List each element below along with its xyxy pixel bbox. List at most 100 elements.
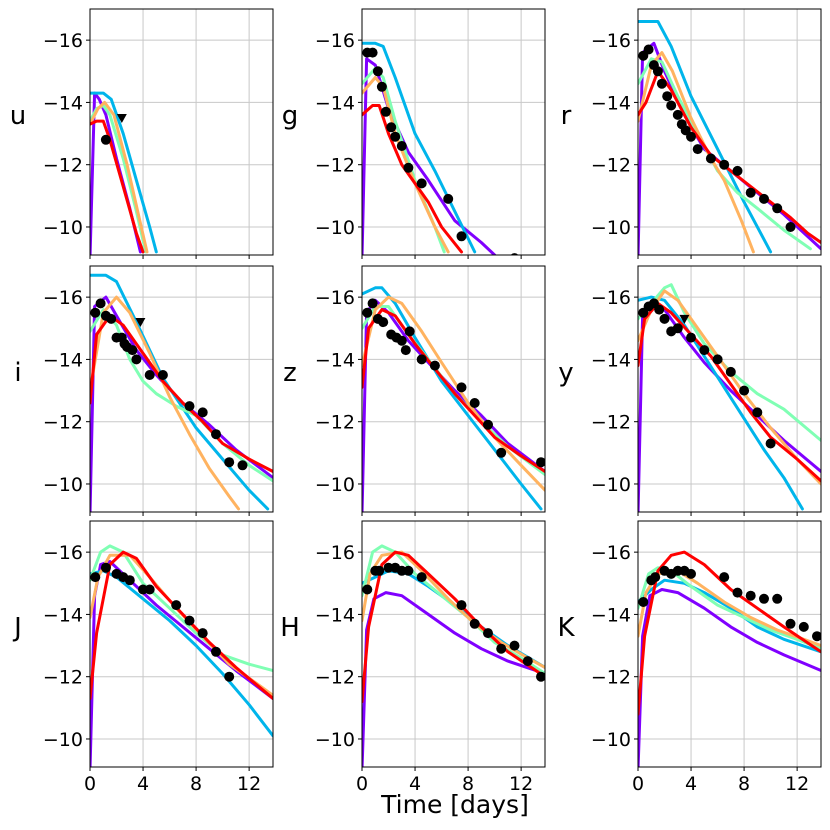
y-tick-label: −14 [591,604,631,626]
x-tick-label: 4 [137,773,149,795]
data-point [732,165,743,176]
band-label: g [282,101,299,131]
data-point [197,628,208,639]
data-point [732,587,743,598]
data-point [712,354,723,365]
model-curve [90,314,273,473]
data-point [483,628,493,639]
data-point [785,222,796,232]
model-curve [90,273,270,511]
y-tick-label: −14 [43,604,83,626]
data-point [785,618,796,629]
data-point [469,618,480,629]
panel-y: −16 −14 −12 −10 y [558,265,822,516]
y-tick-label: −10 [591,217,631,239]
observations [100,113,127,145]
model-curve [638,295,804,511]
data-point [374,565,385,576]
data-point [759,193,769,204]
data-point [739,385,750,396]
data-point [798,621,809,632]
data-point [211,646,221,657]
model-curve [638,301,821,512]
data-point [719,572,730,583]
data-point [469,398,480,408]
y-tick-label: −16 [43,287,83,309]
data-point [443,193,454,204]
data-point [692,144,703,155]
data-point [686,332,696,343]
data-point [759,593,769,604]
band-label: i [14,358,21,388]
data-point [416,178,427,189]
panel-K: −16 −14 −12 −100 4 8 12 K [557,520,822,795]
data-point [157,370,168,380]
y-tick-label: −12 [43,667,83,689]
y-tick-label: −10 [591,729,631,751]
data-point [211,429,221,440]
data-point [131,354,142,365]
y-tick-label: −10 [43,217,83,239]
observations [362,47,519,255]
y-tick-label: −10 [315,474,355,496]
y-tick-label: −16 [315,30,355,52]
data-point [772,593,783,604]
data-point [456,382,467,393]
data-point [403,162,414,173]
y-tick-label: −12 [43,155,83,177]
panel-H: −16 −14 −12 −100 4 8 12 H [280,520,546,795]
observations [362,298,545,468]
data-point [197,407,208,418]
panel-frame [361,265,546,513]
data-point [725,366,736,377]
data-point [95,298,106,309]
data-point [378,317,389,328]
data-point [127,345,138,356]
observations [638,565,821,642]
data-point [745,590,756,601]
data-point [650,572,661,583]
y-tick-label: −14 [43,92,83,114]
observations [90,298,248,471]
y-tick-label: −10 [43,474,83,496]
model-curve [638,20,773,254]
data-point [509,640,520,651]
x-tick-label: 8 [738,773,750,795]
data-point [705,153,716,164]
data-point [184,615,195,626]
y-tick-label: −14 [591,349,631,371]
panel-grid: −16−14−12−10u−16−14−12−10g−16−14−12−10r−… [10,8,822,795]
upper-limit-marker [116,113,127,123]
data-point [812,631,821,642]
data-point [100,134,111,145]
data-point [686,131,696,142]
x-tick-label: 8 [190,773,202,795]
y-tick-label: −12 [315,412,355,434]
y-tick-label: −16 [315,287,355,309]
panel-z: −16 −14 −12 −10 z [283,265,546,516]
y-tick-label: −16 [591,30,631,52]
panel-u: −16 −14 −12 −10 u [10,8,274,259]
data-point [662,91,673,102]
y-tick-label: −14 [315,349,355,371]
model-curve [362,286,543,511]
data-point [376,81,387,92]
y-tick-label: −14 [315,92,355,114]
model-curve [638,566,821,651]
data-point [90,307,101,318]
y-tick-label: −16 [43,542,83,564]
model-curve [638,301,821,483]
band-label: J [12,613,22,643]
data-point [390,131,401,142]
data-point [536,671,545,682]
data-point [171,600,182,611]
panel-J: −16 −14 −12 −100 4 8 12 J [12,520,274,795]
panel-i: −16 −14 −12 −10 i [14,265,274,516]
y-tick-label: −10 [591,474,631,496]
y-tick-label: −12 [591,667,631,689]
y-tick-label: −10 [315,729,355,751]
model-curve [90,550,273,700]
model-curve [90,100,149,254]
band-label: K [557,613,575,643]
y-tick-label: −16 [591,287,631,309]
